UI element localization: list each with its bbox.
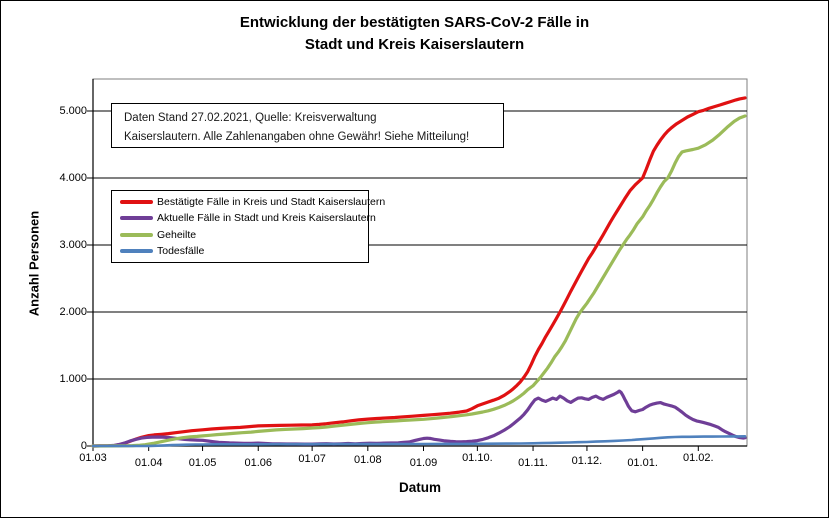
series-line-0 <box>91 96 747 448</box>
legend-item-bestaetigte: Bestätigte Fälle in Kreis und Stadt Kais… <box>120 194 385 209</box>
legend-line-swatch-purple <box>120 216 153 221</box>
data-source-annotation: Daten Stand 27.02.2021, Quelle: Kreisver… <box>111 103 504 148</box>
x-tick-label: 01.07 <box>298 453 326 465</box>
annotation-line1: Daten Stand 27.02.2021, Quelle: Kreisver… <box>124 112 377 124</box>
legend-label: Bestätigte Fälle in Kreis und Stadt Kais… <box>157 195 386 208</box>
x-tick-label: 01.09 <box>409 457 438 469</box>
series-line-2 <box>91 114 747 448</box>
legend-item-aktuelle: Aktuelle Fälle in Stadt und Kreis Kaiser… <box>120 211 376 226</box>
x-tick-label: 01.12. <box>571 455 603 467</box>
legend-label: Todesfälle <box>157 245 205 258</box>
legend-label: Aktuelle Fälle in Stadt und Kreis Kaiser… <box>157 212 376 225</box>
legend-label: Geheilte <box>157 228 197 241</box>
legend: Bestätigte Fälle in Kreis und Stadt Kais… <box>111 190 385 263</box>
x-tick-label: 01.01. <box>627 457 658 469</box>
x-tick-label: 01.02. <box>683 452 714 464</box>
legend-item-todesfaelle: Todesfälle <box>120 244 368 259</box>
chart-title-line1: Entwicklung der bestätigten SARS-CoV-2 F… <box>239 14 590 31</box>
annotation-line2: Kaiserslautern. Alle Zahlenangaben ohne … <box>124 131 470 143</box>
x-axis-title: Datum <box>398 480 441 495</box>
x-tick-label: 01.03 <box>79 452 107 464</box>
y-tick-label: 4.000 <box>59 172 87 184</box>
chart-title: Entwicklung der bestätigten SARS-CoV-2 F… <box>1 12 828 56</box>
legend-line-swatch-green <box>120 232 153 237</box>
y-tick-label: 2.000 <box>59 306 87 318</box>
y-tick-label: 1.000 <box>59 373 87 385</box>
y-axis-title: Anzahl Personen <box>26 210 42 317</box>
series-line-3 <box>91 434 747 448</box>
legend-line-swatch-red <box>120 199 153 204</box>
y-tick-label: 0 <box>80 440 87 452</box>
legend-item-geheilte: Geheilte <box>120 227 368 242</box>
x-tick-label: 01.08 <box>354 454 382 466</box>
chart-title-line2: Stadt und Kreis Kaiserslautern <box>304 36 525 53</box>
x-tick-label: 01.11. <box>518 457 548 469</box>
x-tick-label: 01.10. <box>462 452 493 464</box>
series-line-1 <box>91 389 747 448</box>
legend-line-swatch-blue <box>120 249 153 254</box>
y-tick-label: 3.000 <box>59 239 87 251</box>
x-tick-label: 01.05 <box>188 457 217 469</box>
y-tick-label: 5.000 <box>59 105 87 117</box>
x-tick-label: 01.04 <box>134 457 163 469</box>
x-tick-label: 01.06 <box>244 457 272 469</box>
